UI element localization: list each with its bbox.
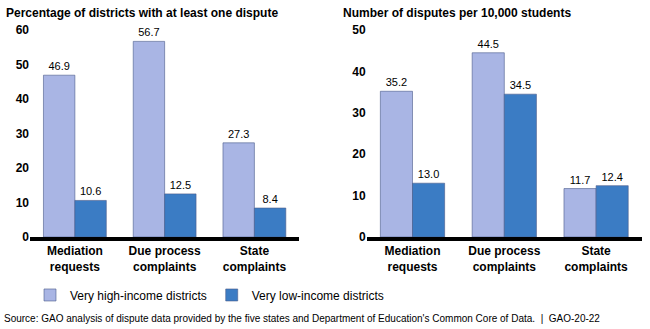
svg-text:56.7: 56.7 [138,26,159,38]
svg-text:34.5: 34.5 [510,79,531,91]
svg-text:10.6: 10.6 [80,185,101,197]
svg-text:20: 20 [16,161,30,175]
svg-text:60: 60 [16,23,30,37]
svg-text:Statecomplaints: Statecomplaints [564,244,628,274]
svg-text:40: 40 [352,65,366,79]
svg-text:Statecomplaints: Statecomplaints [223,244,287,274]
svg-text:Percentage of districts with a: Percentage of districts with at least on… [6,6,278,20]
svg-text:Very high-income districts: Very high-income districts [70,289,207,303]
svg-text:30: 30 [352,106,366,120]
svg-text:12.4: 12.4 [601,171,622,183]
svg-text:10: 10 [352,189,366,203]
svg-text:40: 40 [16,92,30,106]
svg-text:46.9: 46.9 [48,60,69,72]
svg-text:30: 30 [16,127,30,141]
svg-text:20: 20 [352,147,366,161]
svg-text:Due processcomplaints: Due processcomplaints [129,244,201,274]
svg-text:35.2: 35.2 [386,76,407,88]
svg-text:10: 10 [16,196,30,210]
svg-text:44.5: 44.5 [478,38,499,50]
svg-text:Source: GAO analysis of disput: Source: GAO analysis of dispute data pro… [4,313,600,324]
svg-text:Mediationrequests: Mediationrequests [385,244,441,274]
svg-text:Very low-income districts: Very low-income districts [252,289,384,303]
svg-text:Number of disputes per 10,000: Number of disputes per 10,000 students [343,6,571,20]
svg-text:50: 50 [352,23,366,37]
svg-text:Due processcomplaints: Due processcomplaints [468,244,540,274]
svg-text:0: 0 [22,230,29,244]
svg-text:50: 50 [16,58,30,72]
svg-text:8.4: 8.4 [262,193,277,205]
svg-text:13.0: 13.0 [418,168,439,180]
svg-text:0: 0 [359,230,366,244]
svg-text:27.3: 27.3 [228,128,249,140]
svg-text:11.7: 11.7 [570,174,591,186]
svg-text:Mediationrequests: Mediationrequests [47,244,103,274]
svg-text:12.5: 12.5 [170,179,191,191]
